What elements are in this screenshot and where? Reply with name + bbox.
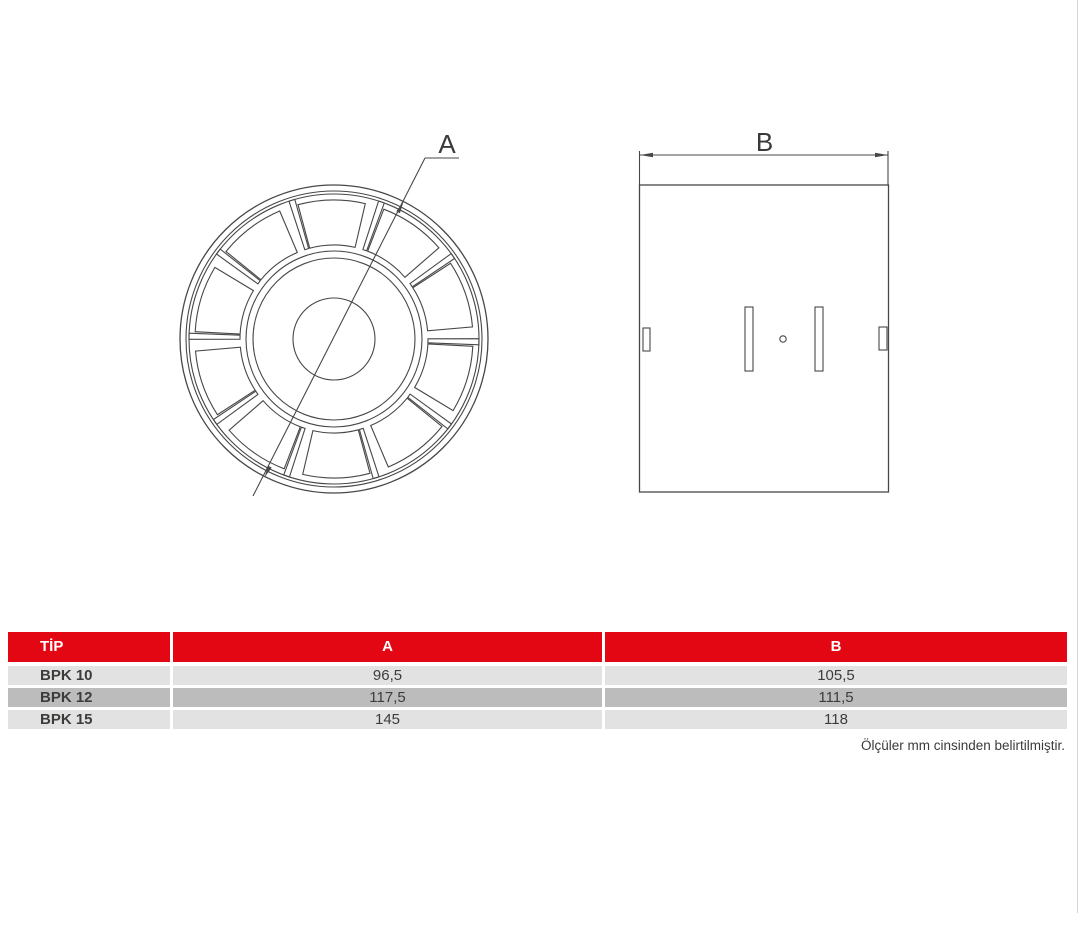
edge-tab-left [642, 327, 651, 352]
dimension-label-b: B [756, 127, 773, 157]
units-note: Ölçüler mm cinsinden belirtilmiştir. [860, 738, 1065, 753]
cell-type: BPK 10 [8, 666, 170, 685]
cell-type: BPK 15 [8, 710, 170, 729]
table-header-a: A [173, 632, 602, 662]
cell-dim-a: 145 [173, 710, 602, 729]
cell-dim-a: 117,5 [173, 688, 602, 707]
page-right-border [1077, 0, 1078, 913]
spec-table: TİP A B BPK 10 96,5 105,5 BPK 12 117,5 1… [8, 632, 1067, 732]
dimension-line-b [638, 151, 889, 185]
center-hole [779, 335, 787, 343]
cell-dim-b: 118 [605, 710, 1067, 729]
table-row: BPK 15 145 118 [8, 710, 1067, 729]
table-header-b: B [605, 632, 1067, 662]
cell-type: BPK 12 [8, 688, 170, 707]
table-row: BPK 10 96,5 105,5 [8, 666, 1067, 685]
fan-hub-circles [245, 250, 423, 428]
fan-blades [188, 198, 480, 480]
fan-side-view-drawing: B [638, 127, 890, 493]
cell-dim-b: 105,5 [605, 666, 1067, 685]
edge-tab-right [878, 326, 888, 351]
dimension-label-a: A [438, 129, 456, 159]
mounting-slot-left [744, 306, 754, 372]
cell-dim-b: 111,5 [605, 688, 1067, 707]
fan-front-view-drawing: A [179, 129, 489, 497]
table-header-tip: TİP [8, 632, 170, 662]
table-header-row: TİP A B [8, 632, 1067, 662]
mounting-slot-right [814, 306, 824, 372]
duct-body [638, 184, 890, 493]
table-row: BPK 12 117,5 111,5 [8, 688, 1067, 707]
dimension-leader-a [252, 157, 459, 497]
cell-dim-a: 96,5 [173, 666, 602, 685]
